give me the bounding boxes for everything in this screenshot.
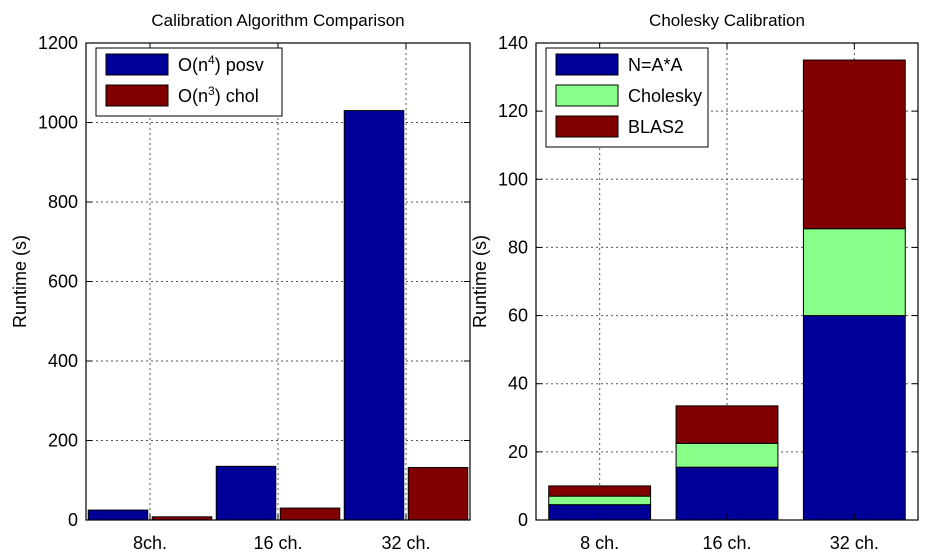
x-tick-label: 32 ch. xyxy=(381,533,430,553)
chart-title: Calibration Algorithm Comparison xyxy=(151,11,404,30)
bar xyxy=(215,465,277,521)
legend-swatch xyxy=(105,84,169,107)
legend: N=A*A Cholesky BLAS2 xyxy=(545,47,709,148)
y-tick-label: 200 xyxy=(48,431,78,451)
y-tick-label: 120 xyxy=(498,101,528,121)
chart-1: 0 200 400 600 800 1000 1200 8ch. 16 ch. 32 ch. Cal… xyxy=(10,11,471,553)
bar xyxy=(279,507,341,521)
y-tick-label: 40 xyxy=(508,374,528,394)
legend-swatch xyxy=(555,53,619,76)
stacked-bar-segment xyxy=(675,466,779,521)
chart-2: 0 20 40 60 80 100 120 140 8 ch. 16 ch. 32 ch. Chole… xyxy=(470,11,919,553)
stacked-bar-segment xyxy=(802,228,906,317)
legend: O(n4) posv O(n3) chol xyxy=(95,47,283,117)
x-tick-label: 16 ch. xyxy=(702,533,751,553)
y-tick-label: 80 xyxy=(508,237,528,257)
y-tick-label: 0 xyxy=(68,510,78,530)
legend-label: O(n4) posv xyxy=(178,53,264,75)
legend-swatch xyxy=(555,115,619,138)
stacked-bar-segment xyxy=(675,405,779,444)
stacked-bar-segment xyxy=(548,485,652,497)
y-tick-label: 600 xyxy=(48,272,78,292)
legend-label: Cholesky xyxy=(628,86,702,106)
y-axis-label: Runtime (s) xyxy=(10,235,30,328)
y-axis-label: Runtime (s) xyxy=(470,235,490,328)
y-tick-label: 800 xyxy=(48,192,78,212)
legend-label: O(n3) chol xyxy=(178,84,259,106)
chart-title: Cholesky Calibration xyxy=(649,11,805,30)
stacked-bar-segment xyxy=(548,495,652,506)
y-tick-label: 20 xyxy=(508,442,528,462)
x-tick-label: 8ch. xyxy=(133,533,167,553)
y-tick-label: 60 xyxy=(508,306,528,326)
stacked-bar-segment xyxy=(675,442,779,468)
stacked-bar-segment xyxy=(802,315,906,521)
legend-swatch xyxy=(555,84,619,107)
y-tick-label: 100 xyxy=(498,169,528,189)
y-tick-label: 140 xyxy=(498,33,528,53)
y-tick-label: 400 xyxy=(48,351,78,371)
y-tick-label: 1000 xyxy=(38,113,78,133)
x-tick-label: 8 ch. xyxy=(580,533,619,553)
legend-label: N=A*A xyxy=(628,55,683,75)
legend-label: BLAS2 xyxy=(628,117,684,137)
bar xyxy=(343,110,405,521)
bar xyxy=(87,509,149,521)
y-tick-label: 0 xyxy=(518,510,528,530)
x-tick-label: 16 ch. xyxy=(253,533,302,553)
legend-swatch xyxy=(105,53,169,76)
x-tick-label: 32 ch. xyxy=(830,533,879,553)
bar xyxy=(407,467,469,521)
y-tick-label: 1200 xyxy=(38,33,78,53)
stacked-bar-segment xyxy=(802,59,906,230)
